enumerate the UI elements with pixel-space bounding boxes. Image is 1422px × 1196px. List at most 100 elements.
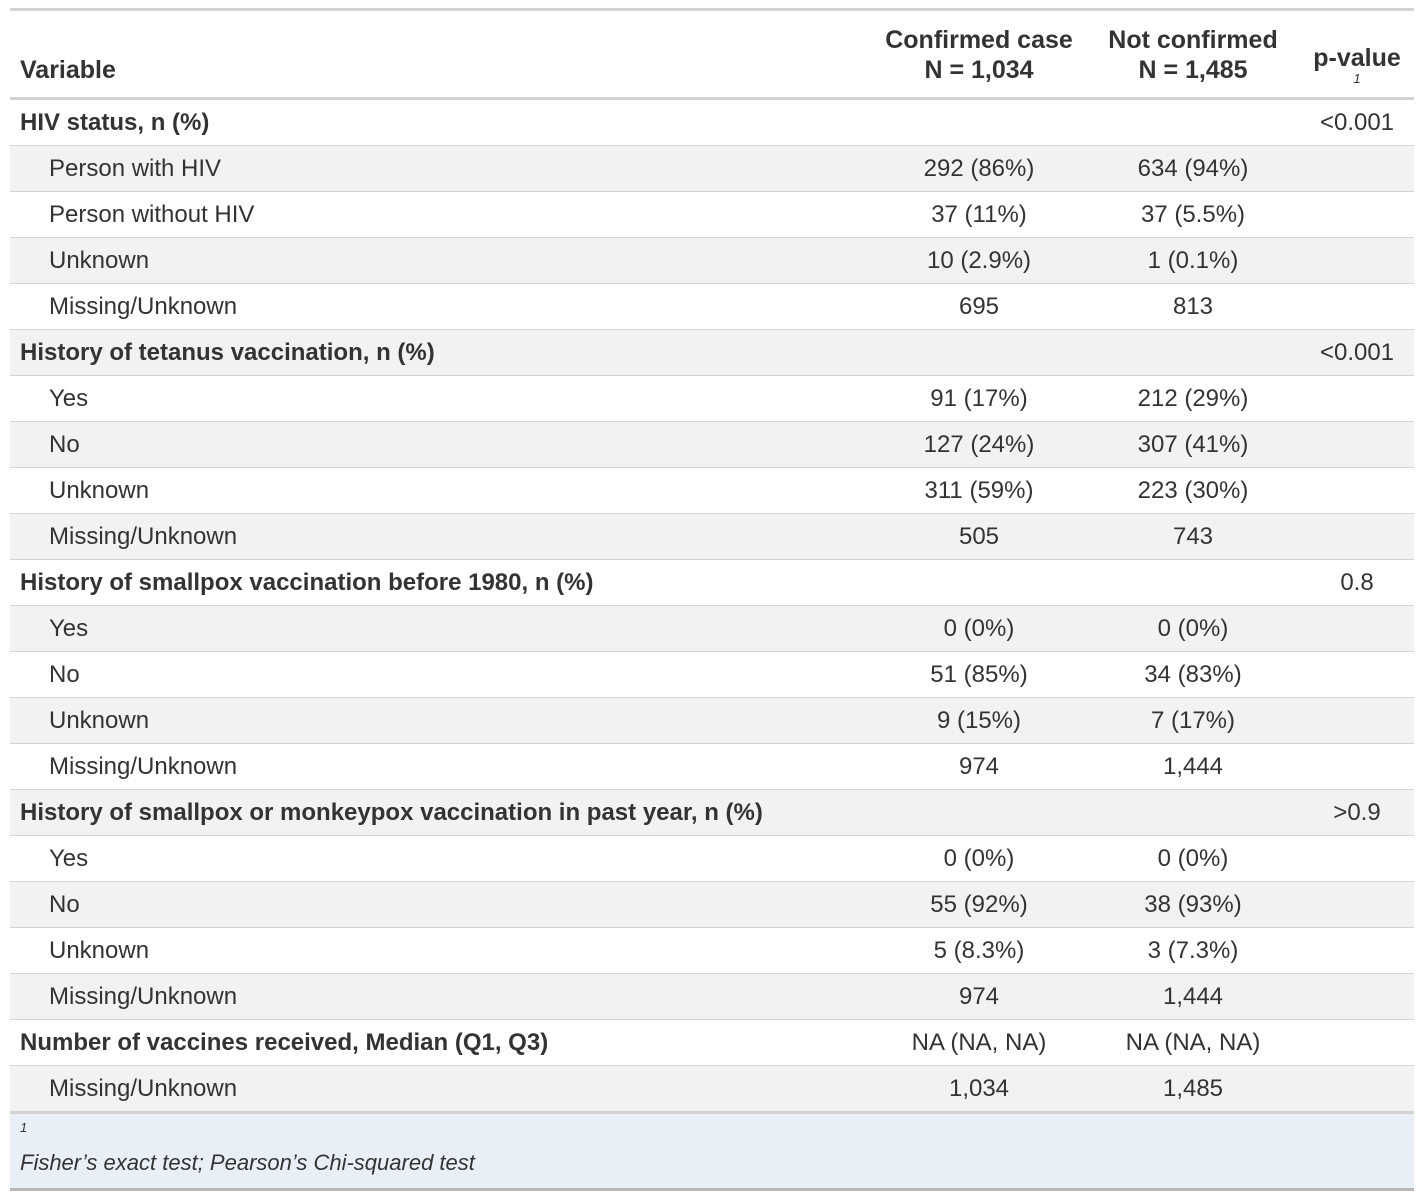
cell-not-confirmed: 0 (0%) — [1086, 835, 1300, 882]
cell-not-confirmed — [1086, 329, 1300, 376]
cell-confirmed — [872, 98, 1086, 146]
cell-confirmed: 127 (24%) — [872, 421, 1086, 468]
cell-confirmed: 55 (92%) — [872, 881, 1086, 928]
cell-confirmed: 311 (59%) — [872, 467, 1086, 514]
cell-p-value: <0.001 — [1300, 329, 1414, 376]
variable-row: Number of vaccines received, Median (Q1,… — [10, 1019, 1414, 1066]
cell-confirmed: 974 — [872, 973, 1086, 1020]
variable-row: HIV status, n (%) <0.001 — [10, 98, 1414, 146]
level-row: Missing/Unknown 505 743 — [10, 513, 1414, 560]
row-label: Yes — [10, 375, 872, 422]
cell-not-confirmed — [1086, 98, 1300, 146]
column-header-label: Not confirmed — [1108, 26, 1278, 54]
cell-p-value — [1300, 835, 1414, 882]
cell-not-confirmed: 634 (94%) — [1086, 145, 1300, 192]
column-header-label: Variable — [20, 56, 116, 84]
level-row: Missing/Unknown 695 813 — [10, 283, 1414, 330]
cell-not-confirmed: 1,444 — [1086, 973, 1300, 1020]
cell-not-confirmed: 223 (30%) — [1086, 467, 1300, 514]
cell-p-value — [1300, 697, 1414, 744]
footnote-text: Fisher’s exact test; Pearson’s Chi-squar… — [20, 1150, 475, 1175]
cell-not-confirmed: 7 (17%) — [1086, 697, 1300, 744]
level-row: Unknown 10 (2.9%) 1 (0.1%) — [10, 237, 1414, 284]
level-row: Yes 91 (17%) 212 (29%) — [10, 375, 1414, 422]
variable-row: History of smallpox vaccination before 1… — [10, 559, 1414, 606]
cell-not-confirmed: 743 — [1086, 513, 1300, 560]
column-header-label: Confirmed case — [885, 26, 1073, 54]
cell-not-confirmed: 1 (0.1%) — [1086, 237, 1300, 284]
cell-p-value — [1300, 881, 1414, 928]
cell-confirmed — [872, 559, 1086, 606]
summary-table: Variable Confirmed case N = 1,034 Not co… — [10, 8, 1414, 1114]
cell-p-value — [1300, 283, 1414, 330]
column-header-label: p-value — [1313, 44, 1401, 72]
level-row: No 51 (85%) 34 (83%) — [10, 651, 1414, 698]
row-label: Person with HIV — [10, 145, 872, 192]
cell-not-confirmed: 34 (83%) — [1086, 651, 1300, 698]
row-label: Missing/Unknown — [10, 283, 872, 330]
variable-row: History of tetanus vaccination, n (%) <0.… — [10, 329, 1414, 376]
row-label: Unknown — [10, 467, 872, 514]
row-label: History of smallpox vaccination before 1… — [10, 559, 872, 606]
row-label: Unknown — [10, 697, 872, 744]
cell-p-value — [1300, 743, 1414, 790]
summary-table-container: Variable Confirmed case N = 1,034 Not co… — [10, 8, 1414, 1191]
cell-confirmed: 0 (0%) — [872, 835, 1086, 882]
row-label: No — [10, 421, 872, 468]
column-header-not-confirmed: Not confirmed N = 1,485 — [1086, 9, 1300, 100]
row-label: Unknown — [10, 237, 872, 284]
variable-row: History of smallpox or monkeypox vaccina… — [10, 789, 1414, 836]
cell-p-value — [1300, 651, 1414, 698]
row-label: Number of vaccines received, Median (Q1,… — [10, 1019, 872, 1066]
level-row: Unknown 311 (59%) 223 (30%) — [10, 467, 1414, 514]
row-label: Missing/Unknown — [10, 1065, 872, 1114]
table-footnote: 1 Fisher’s exact test; Pearson’s Chi-squ… — [10, 1114, 1414, 1191]
level-row: Yes 0 (0%) 0 (0%) — [10, 835, 1414, 882]
level-row: No 55 (92%) 38 (93%) — [10, 881, 1414, 928]
cell-p-value — [1300, 973, 1414, 1020]
cell-not-confirmed: 212 (29%) — [1086, 375, 1300, 422]
cell-p-value — [1300, 513, 1414, 560]
cell-confirmed: 292 (86%) — [872, 145, 1086, 192]
level-row: Missing/Unknown 1,034 1,485 — [10, 1065, 1414, 1114]
cell-confirmed: 974 — [872, 743, 1086, 790]
cell-not-confirmed: 1,444 — [1086, 743, 1300, 790]
cell-not-confirmed: 38 (93%) — [1086, 881, 1300, 928]
cell-confirmed: 37 (11%) — [872, 191, 1086, 238]
cell-not-confirmed — [1086, 789, 1300, 836]
row-label: Missing/Unknown — [10, 743, 872, 790]
cell-confirmed — [872, 789, 1086, 836]
level-row: Unknown 9 (15%) 7 (17%) — [10, 697, 1414, 744]
row-label: History of tetanus vaccination, n (%) — [10, 329, 872, 376]
column-header-n: N = 1,485 — [1138, 56, 1248, 84]
cell-not-confirmed: 3 (7.3%) — [1086, 927, 1300, 974]
cell-confirmed: NA (NA, NA) — [872, 1019, 1086, 1066]
footnote-marker: 1 — [1353, 71, 1361, 86]
cell-p-value — [1300, 1065, 1414, 1114]
cell-confirmed: 10 (2.9%) — [872, 237, 1086, 284]
level-row: Person without HIV 37 (11%) 37 (5.5%) — [10, 191, 1414, 238]
row-label: Yes — [10, 605, 872, 652]
column-header-p-value: p-value 1 — [1300, 9, 1414, 100]
cell-confirmed: 51 (85%) — [872, 651, 1086, 698]
cell-confirmed: 1,034 — [872, 1065, 1086, 1114]
row-label: Missing/Unknown — [10, 973, 872, 1020]
cell-p-value — [1300, 145, 1414, 192]
cell-p-value: <0.001 — [1300, 98, 1414, 146]
row-label: HIV status, n (%) — [10, 98, 872, 146]
cell-not-confirmed: 0 (0%) — [1086, 605, 1300, 652]
level-row: Yes 0 (0%) 0 (0%) — [10, 605, 1414, 652]
row-label: Yes — [10, 835, 872, 882]
table-body: HIV status, n (%) <0.001 Person with HIV 29… — [10, 98, 1414, 1114]
level-row: Unknown 5 (8.3%) 3 (7.3%) — [10, 927, 1414, 974]
cell-not-confirmed: 307 (41%) — [1086, 421, 1300, 468]
cell-confirmed: 91 (17%) — [872, 375, 1086, 422]
row-label: Unknown — [10, 927, 872, 974]
cell-not-confirmed: NA (NA, NA) — [1086, 1019, 1300, 1066]
column-header-n: N = 1,034 — [924, 56, 1034, 84]
row-label: Person without HIV — [10, 191, 872, 238]
cell-p-value — [1300, 191, 1414, 238]
cell-p-value — [1300, 467, 1414, 514]
cell-confirmed — [872, 329, 1086, 376]
row-label: No — [10, 881, 872, 928]
